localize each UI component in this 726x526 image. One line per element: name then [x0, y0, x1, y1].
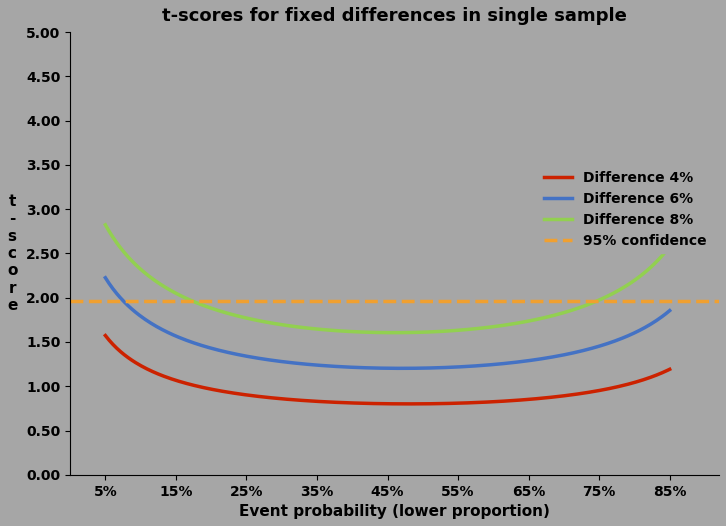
Title: t-scores for fixed differences in single sample: t-scores for fixed differences in single… — [162, 7, 627, 25]
Difference 4% — [614, 383, 623, 390]
Difference 4% — [437, 400, 446, 407]
Difference 6% — [448, 364, 457, 370]
Difference 6% — [397, 365, 406, 371]
Difference 4% — [448, 400, 457, 407]
Difference 4% — [579, 390, 587, 397]
Difference 8% — [448, 328, 457, 334]
Difference 6% — [579, 348, 587, 354]
Difference 8% — [437, 328, 446, 335]
Legend: Difference 4%, Difference 6%, Difference 8%, 95% confidence: Difference 4%, Difference 6%, Difference… — [539, 165, 712, 253]
X-axis label: Event probability (lower proportion): Event probability (lower proportion) — [239, 504, 550, 519]
Y-axis label: t
-
s
c
o
r
e: t - s c o r e — [7, 194, 17, 313]
Difference 8% — [439, 328, 447, 335]
Difference 8% — [390, 329, 399, 336]
Difference 6% — [101, 275, 110, 281]
Difference 6% — [614, 337, 623, 343]
Line: Difference 6%: Difference 6% — [105, 278, 669, 368]
Difference 4% — [405, 401, 414, 407]
Difference 8% — [665, 244, 674, 250]
Difference 8% — [579, 304, 587, 310]
Line: Difference 4%: Difference 4% — [105, 336, 669, 404]
Difference 4% — [103, 335, 112, 341]
Difference 8% — [103, 225, 112, 231]
Difference 6% — [103, 278, 112, 284]
Line: Difference 8%: Difference 8% — [105, 225, 669, 332]
Difference 8% — [101, 221, 110, 228]
Difference 4% — [665, 366, 674, 372]
Difference 6% — [665, 307, 674, 313]
Difference 4% — [439, 400, 447, 407]
Difference 6% — [439, 365, 447, 371]
Difference 6% — [437, 365, 446, 371]
Difference 8% — [614, 287, 623, 294]
Difference 4% — [101, 332, 110, 339]
